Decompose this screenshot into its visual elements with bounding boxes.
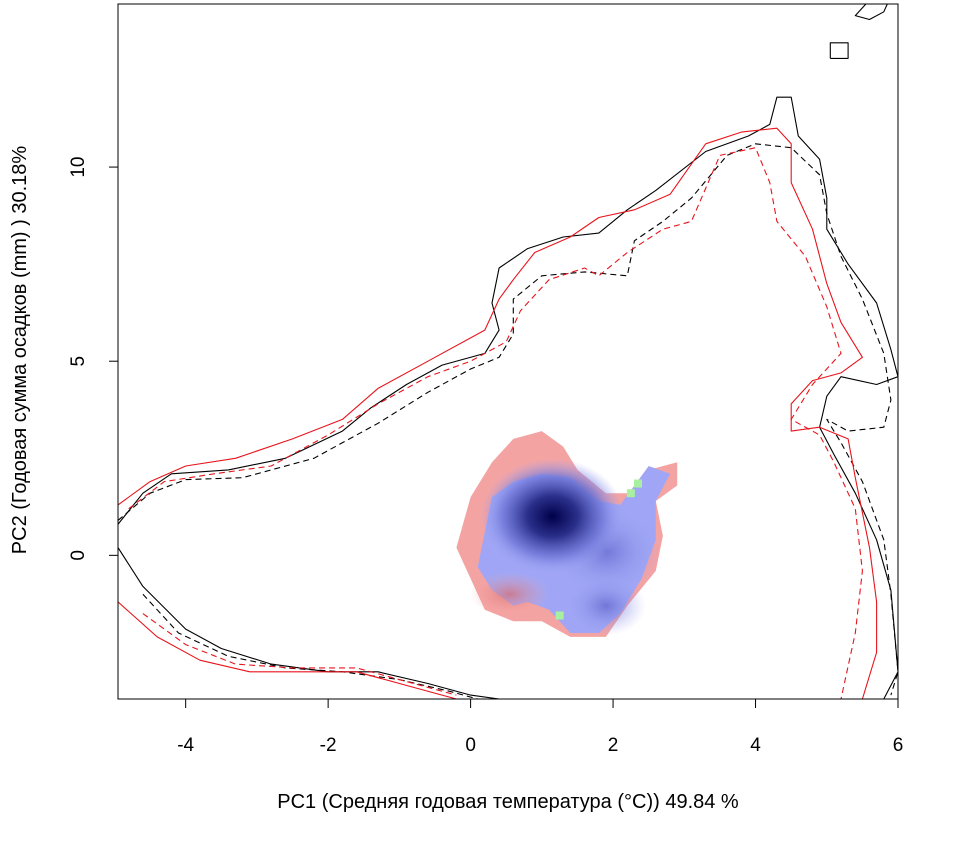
contour-red-dashed [128,147,863,699]
y-tick-label: 0 [68,550,89,561]
contour-black-dashed [118,143,898,696]
y-tick-label: 10 [68,157,89,178]
x-axis: -4 -2 0 2 4 6 [177,698,904,756]
x-tick-label: 4 [750,735,761,756]
contour-black-top-right [854,4,888,21]
x-tick-label: 2 [608,735,619,756]
contour-red-solid-lower [118,601,457,699]
x-tick-label: -2 [320,735,337,756]
x-axis-title: PC1 (Средняя годовая температура (°C)) 4… [277,791,739,813]
density-blue-lower [565,575,646,636]
contour-black-solid-lower [118,547,500,699]
contour-black-solid [118,96,898,699]
overlap-cell [634,479,642,488]
density-red-dense [469,572,550,617]
contour-red-dashed-lower [142,613,457,696]
x-tick-label: 6 [893,735,904,756]
y-axis: 0 5 10 [68,157,119,561]
contour-red-solid [118,127,878,699]
x-tick-label: 0 [465,735,476,756]
y-tick-label: 5 [68,356,89,367]
contour-black-square [829,42,849,59]
plot-area [118,4,898,699]
y-axis-title: PC2 (Годовая сумма осадков (mm) ) 30.18% [9,146,31,555]
overlap-cell [626,489,635,498]
overlap-cell [555,611,564,620]
contour-black-dashed-lower [142,593,478,699]
x-tick-label: -4 [177,735,194,756]
density-peak [480,458,625,575]
